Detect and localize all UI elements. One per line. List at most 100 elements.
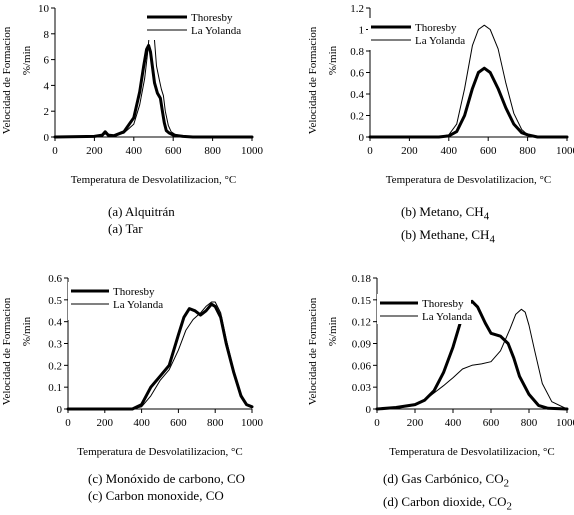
y-axis-unit: %/min	[327, 45, 339, 75]
y-tick-label: 0	[366, 404, 372, 416]
chart-panel-b: 0 0.2 0.4 0.6 0.8 1 1.2 0 200 400 600 800 1000 Temper…	[307, 3, 574, 186]
y-tick-label: 8	[44, 29, 50, 41]
y-tick-label: 0.15	[352, 295, 372, 307]
caption-b-en-text: (b) Methane, CH	[401, 226, 490, 242]
y-tick-label: 0.6	[350, 68, 364, 80]
caption-d-es-sub: 2	[503, 477, 510, 490]
caption-b-es: (b) Metano, CH4	[401, 203, 495, 226]
x-tick-label: 600	[483, 417, 500, 429]
caption-panel-c: (c) Monóxido de carbono, CO (c) Carbon m…	[88, 470, 245, 504]
x-tick-label: 400	[441, 145, 458, 157]
caption-b-en: (b) Methane, CH4	[401, 226, 495, 249]
x-tick-label: 400	[133, 417, 150, 429]
legend-box	[377, 294, 471, 324]
y-axis-title: Velocidad de Formacion	[307, 297, 319, 405]
series-line-la-yolanda	[376, 308, 568, 410]
y-tick-label: 1	[359, 25, 365, 37]
x-axis-title: Temperatura de Desvolatilizacion, °C	[71, 174, 237, 186]
y-tick-label: 1.2	[350, 3, 364, 15]
y-tick-label: 6	[44, 55, 50, 67]
series-line-thoresby	[53, 43, 254, 139]
x-tick-label: 1000	[556, 417, 574, 429]
x-axis-title: Temperatura de Desvolatilizacion, °C	[389, 446, 555, 458]
legend-label: La Yolanda	[422, 311, 472, 323]
x-tick-label: 800	[207, 417, 224, 429]
x-tick-label: 400	[126, 145, 143, 157]
y-axis-title: Velocidad de Formacion	[1, 26, 13, 134]
x-tick-label: 0	[65, 417, 71, 429]
legend-label: Thoresby	[191, 12, 233, 24]
x-tick-label: 1000	[241, 145, 264, 157]
x-axis-title: Temperatura de Desvolatilizacion, °C	[77, 446, 243, 458]
caption-panel-a: (a) Alquitrán (a) Tar	[108, 203, 175, 237]
y-tick-label: 0.12	[352, 317, 371, 329]
series-line-la-yolanda	[369, 24, 568, 138]
chart-panel-d: 0 0.03 0.06 0.09 0.12 0.15 0.18 0 200 400 600 800 10…	[307, 273, 574, 458]
x-tick-label: 800	[204, 145, 221, 157]
x-tick-label: 600	[170, 417, 187, 429]
x-tick-label: 200	[401, 145, 418, 157]
y-tick-label: 0	[44, 132, 50, 144]
y-axis-title: Velocidad de Formacion	[1, 297, 13, 405]
series-line-thoresby	[375, 299, 569, 411]
x-tick-label: 800	[519, 145, 536, 157]
y-tick-label: 0.18	[352, 273, 372, 285]
y-tick-label: 0	[359, 132, 365, 144]
y-axis-title: Velocidad de Formacion	[307, 26, 319, 134]
legend-label: Thoresby	[113, 286, 155, 298]
y-tick-label: 0.2	[48, 360, 62, 372]
caption-d-en-text: (d) Carbon dioxide, CO	[383, 493, 507, 509]
caption-d-en: (d) Carbon dioxide, CO2	[383, 493, 512, 515]
x-tick-label: 200	[97, 417, 114, 429]
x-tick-label: 800	[521, 417, 538, 429]
y-tick-label: 0.6	[48, 273, 62, 285]
series-line-la-yolanda	[67, 301, 253, 410]
y-tick-label: 0.06	[352, 360, 372, 372]
y-tick-label: 0	[57, 404, 63, 416]
series-line-thoresby	[66, 302, 254, 411]
y-axis-unit: %/min	[21, 45, 33, 75]
y-tick-label: 0.4	[350, 89, 364, 101]
caption-d-es: (d) Gas Carbónico, CO2	[383, 470, 512, 493]
y-tick-label: 0.03	[352, 382, 372, 394]
y-axis-unit: %/min	[21, 316, 33, 346]
x-tick-label: 200	[407, 417, 424, 429]
chart-panel-c: 0 0.1 0.2 0.3 0.4 0.5 0.6 0 200 400 600 800 1000 Temp…	[1, 273, 264, 458]
y-axis-unit: %/min	[327, 316, 339, 346]
y-tick-label: 2	[44, 106, 50, 118]
x-tick-label: 600	[480, 145, 497, 157]
caption-panel-d: (d) Gas Carbónico, CO2 (d) Carbon dioxid…	[383, 470, 512, 515]
y-tick-label: 10	[38, 3, 50, 15]
caption-d-en-sub: 2	[506, 500, 512, 513]
legend-label: La Yolanda	[415, 35, 465, 47]
x-tick-label: 0	[52, 145, 58, 157]
series-line-thoresby	[368, 66, 569, 139]
x-tick-label: 400	[445, 417, 462, 429]
legend-box	[368, 18, 468, 50]
legend-box	[144, 8, 252, 40]
caption-b-es-sub: 4	[483, 210, 490, 223]
x-tick-label: 1000	[241, 417, 264, 429]
caption-b-es-text: (b) Metano, CH	[401, 204, 484, 219]
x-tick-label: 600	[165, 145, 182, 157]
y-tick-label: 0.8	[350, 46, 364, 58]
y-tick-label: 0.5	[48, 295, 62, 307]
legend-box	[68, 282, 178, 320]
chart-panel-a: 0 2 4 6 8 10 0 200 400 600 800 1000 Temperatura de D…	[1, 3, 264, 186]
x-tick-label: 1000	[556, 145, 574, 157]
legend-label: La Yolanda	[113, 299, 163, 311]
x-axis-title: Temperatura de Desvolatilizacion, °C	[386, 174, 552, 186]
caption-a-en: (a) Tar	[108, 221, 143, 236]
y-tick-label: 0.09	[352, 339, 372, 351]
caption-a-es: (a) Alquitrán	[108, 204, 175, 219]
y-tick-label: 4	[44, 80, 50, 92]
x-tick-label: 0	[374, 417, 380, 429]
x-tick-label: 200	[86, 145, 103, 157]
y-tick-label: 0.1	[48, 382, 62, 394]
y-tick-label: 0.2	[350, 111, 364, 123]
x-tick-label: 0	[367, 145, 373, 157]
